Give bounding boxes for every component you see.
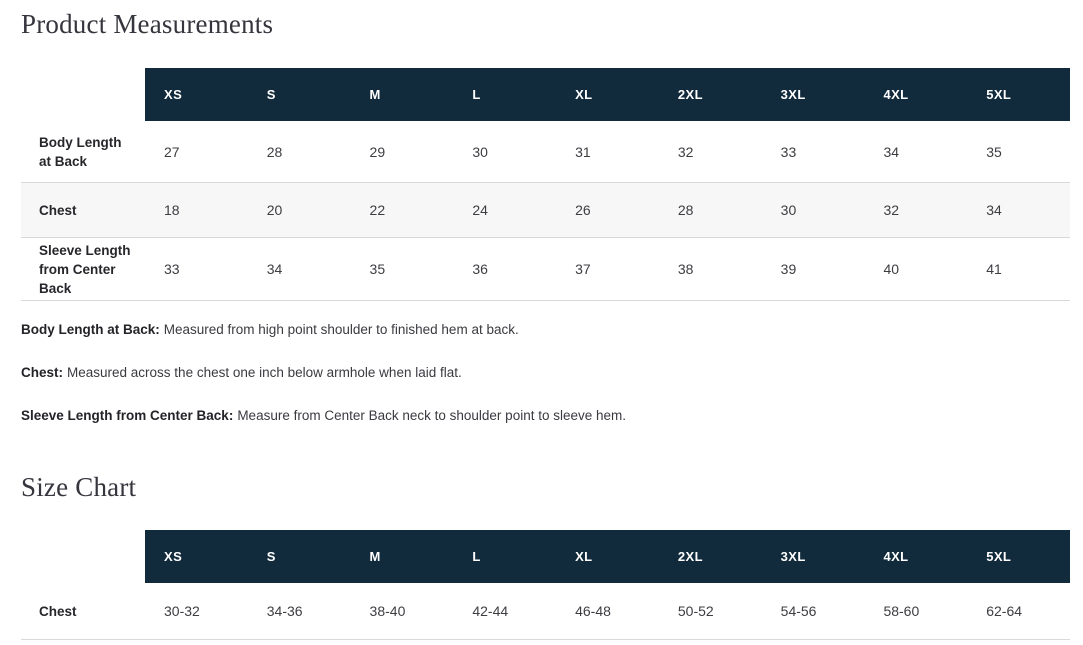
measurement-value: 24 bbox=[472, 202, 488, 218]
size-range-value: 62-64 bbox=[986, 603, 1023, 619]
measurement-value: 20 bbox=[266, 202, 283, 218]
measurement-value: 39 bbox=[780, 261, 797, 277]
measurement-value: 37 bbox=[575, 261, 591, 277]
table-row-body-length: Body Length at Back 27 28 29 30 31 32 33… bbox=[21, 121, 1070, 183]
measurement-value: 32 bbox=[883, 202, 900, 218]
size-range-value: 50-52 bbox=[677, 603, 714, 619]
size-header-l: L bbox=[453, 530, 557, 583]
measurement-value: 30 bbox=[472, 143, 488, 160]
measurement-value: 34 bbox=[986, 202, 1002, 218]
measurement-value: 22 bbox=[369, 202, 386, 218]
size-range-value: 42-44 bbox=[472, 603, 509, 619]
size-header-m: M bbox=[350, 68, 454, 121]
note-definition: Measure from Center Back neck to shoulde… bbox=[237, 408, 627, 423]
measurement-value: 28 bbox=[266, 143, 283, 160]
measurement-value: 36 bbox=[472, 261, 488, 277]
size-header-spacer bbox=[21, 68, 145, 121]
measurement-value: 34 bbox=[266, 261, 283, 277]
note-chest: Chest: Measured across the chest one inch… bbox=[21, 364, 1070, 381]
size-range-value: 54-56 bbox=[780, 603, 817, 619]
measurement-value: 31 bbox=[575, 143, 591, 160]
size-range-value: 46-48 bbox=[575, 603, 611, 619]
size-range-value: 34-36 bbox=[266, 603, 303, 619]
table-row-sleeve-length: Sleeve Length from Center Back 33 34 35 … bbox=[21, 238, 1070, 301]
note-definition: Measured from high point shoulder to fin… bbox=[163, 322, 519, 337]
table-row-chest: Chest 18 20 22 24 26 28 30 32 34 bbox=[21, 183, 1070, 238]
row-label: Chest bbox=[39, 603, 77, 619]
measurement-value: 26 bbox=[575, 202, 591, 218]
measurement-value: 27 bbox=[164, 143, 180, 160]
measurement-value: 29 bbox=[369, 143, 386, 160]
row-label: Sleeve Length from Center Back bbox=[39, 242, 131, 296]
measurement-value: 33 bbox=[780, 143, 797, 160]
note-body-length: Body Length at Back: Measured from high p… bbox=[21, 321, 1070, 338]
size-header-xs: XS bbox=[145, 68, 248, 121]
size-chart-table: XS S M L XL 2XL 3XL 4XL 5XL Chest 30-32 … bbox=[21, 530, 1070, 640]
size-header-5xl: 5XL bbox=[967, 68, 1070, 121]
note-definition: Measured across the chest one inch below… bbox=[67, 365, 462, 380]
row-label: Body Length at Back bbox=[39, 134, 122, 169]
measurement-value: 40 bbox=[883, 261, 900, 277]
size-header-row: XS S M L XL 2XL 3XL 4XL 5XL bbox=[21, 530, 1070, 583]
size-header-2xl: 2XL bbox=[658, 530, 762, 583]
measurement-value: 34 bbox=[883, 143, 900, 160]
size-header-row: XS S M L XL 2XL 3XL 4XL 5XL bbox=[21, 68, 1070, 121]
size-header-3xl: 3XL bbox=[761, 68, 865, 121]
measurement-value: 28 bbox=[677, 202, 694, 218]
size-header-xs: XS bbox=[145, 530, 248, 583]
size-header-s: S bbox=[247, 68, 351, 121]
size-header-l: L bbox=[453, 68, 557, 121]
size-header-xl: XL bbox=[556, 68, 659, 121]
product-measurements-title: Product Measurements bbox=[21, 9, 274, 39]
size-header-2xl: 2XL bbox=[658, 68, 762, 121]
measurement-notes: Body Length at Back: Measured from high p… bbox=[21, 321, 1070, 424]
measurement-value: 30 bbox=[780, 202, 797, 218]
measurement-value: 35 bbox=[986, 143, 1002, 160]
size-header-spacer bbox=[21, 530, 145, 583]
note-term: Sleeve Length from Center Back: bbox=[21, 408, 234, 423]
note-term: Chest: bbox=[21, 365, 64, 380]
measurement-value: 32 bbox=[677, 143, 694, 160]
row-label: Chest bbox=[39, 202, 77, 218]
size-header-m: M bbox=[350, 530, 454, 583]
size-chart-title: Size Chart bbox=[21, 472, 137, 502]
measurement-value: 18 bbox=[164, 202, 180, 218]
size-header-5xl: 5XL bbox=[967, 530, 1070, 583]
measurement-value: 35 bbox=[369, 261, 386, 277]
size-range-value: 58-60 bbox=[883, 603, 920, 619]
measurement-value: 41 bbox=[986, 261, 1002, 277]
size-header-3xl: 3XL bbox=[761, 530, 865, 583]
note-term: Body Length at Back: bbox=[21, 322, 160, 337]
table-row-chest-range: Chest 30-32 34-36 38-40 42-44 46-48 50-5… bbox=[21, 583, 1070, 640]
size-range-value: 38-40 bbox=[369, 603, 406, 619]
size-header-s: S bbox=[247, 530, 351, 583]
measurement-value: 33 bbox=[164, 261, 180, 277]
note-sleeve-length: Sleeve Length from Center Back: Measure f… bbox=[21, 407, 1070, 424]
product-measurements-table: XS S M L XL 2XL 3XL 4XL 5XL Body Length … bbox=[21, 68, 1070, 301]
size-header-4xl: 4XL bbox=[864, 68, 968, 121]
size-header-4xl: 4XL bbox=[864, 530, 968, 583]
measurement-value: 38 bbox=[677, 261, 694, 277]
size-header-xl: XL bbox=[556, 530, 659, 583]
size-range-value: 30-32 bbox=[164, 603, 200, 619]
